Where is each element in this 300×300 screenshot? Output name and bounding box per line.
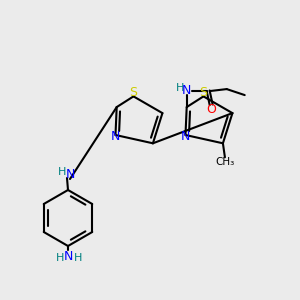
- Text: N: N: [182, 84, 191, 97]
- Text: N: N: [181, 130, 190, 143]
- Text: S: S: [200, 86, 208, 99]
- Text: H: H: [74, 253, 82, 263]
- Text: H: H: [56, 253, 64, 263]
- Text: O: O: [206, 103, 216, 116]
- Text: N: N: [111, 130, 120, 143]
- Text: N: N: [65, 167, 75, 181]
- Text: N: N: [63, 250, 73, 262]
- Text: H: H: [58, 167, 66, 177]
- Text: CH₃: CH₃: [215, 157, 235, 167]
- Text: S: S: [130, 86, 137, 99]
- Text: H: H: [176, 83, 184, 93]
